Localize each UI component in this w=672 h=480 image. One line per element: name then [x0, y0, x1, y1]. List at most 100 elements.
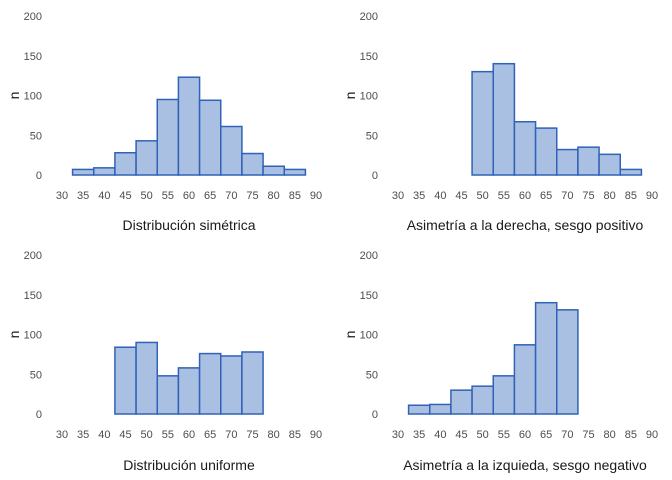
histogram-bar [114, 346, 137, 415]
x-tick-label: 75 [582, 429, 594, 441]
y-axis-label: n [342, 92, 358, 100]
histogram-bar [619, 168, 643, 176]
x-axis-title: Asimetría a la derecha, sesgo positivo [407, 217, 644, 233]
histogram-bar [513, 344, 537, 415]
histogram-bar [471, 385, 495, 415]
x-tick-label: 55 [498, 190, 510, 202]
x-tick-label: 30 [392, 429, 404, 441]
y-tick-label: 50 [30, 130, 42, 142]
x-tick-label: 35 [77, 190, 89, 202]
panel-left-skew: 0 50 100 150 200 30 35 40 45 50 55 60 65 70 75 80 85 90 n A… [342, 250, 658, 473]
x-tick-label: 90 [310, 429, 322, 441]
panel-symmetric: 0 50 100 150 200 30 35 40 45 50 55 60 65 70 75 80 85 90 n D… [6, 11, 322, 233]
histogram-bar [198, 99, 222, 176]
x-tick-label: 65 [204, 190, 216, 202]
histogram-bar [135, 341, 158, 415]
y-axis-label: n [342, 331, 358, 339]
x-tick-label: 75 [246, 429, 258, 441]
x-tick-label: 65 [204, 429, 216, 441]
x-tick-label: 35 [413, 429, 425, 441]
y-tick-label: 200 [360, 250, 378, 262]
x-tick-label: 60 [519, 190, 531, 202]
histogram-bar [241, 152, 264, 176]
x-tick-label: 50 [477, 190, 489, 202]
histogram-bar [220, 355, 243, 415]
histogram-bar [513, 120, 537, 176]
histogram-bar [198, 352, 222, 415]
x-tick-label: 80 [604, 190, 616, 202]
panel-right-skew: 0 50 100 150 200 30 35 40 45 50 55 60 65 70 75 80 85 90 n A… [342, 11, 658, 233]
histogram-bar [534, 301, 558, 415]
panel-uniform: 0 50 100 150 200 30 35 40 45 50 55 60 65 70 75 80 85 90 n D… [6, 250, 322, 473]
histogram-bar [492, 375, 516, 415]
histogram-bar [177, 76, 201, 176]
y-tick-label: 100 [360, 330, 378, 342]
x-tick-label: 80 [268, 190, 280, 202]
histogram-bar [283, 168, 307, 176]
histogram-bar [135, 140, 158, 176]
x-tick-label: 60 [183, 190, 195, 202]
x-tick-label: 50 [141, 190, 153, 202]
y-tick-label: 150 [24, 290, 42, 302]
histogram-bar [471, 70, 495, 176]
y-tick-label: 200 [24, 11, 42, 23]
histogram-bar [156, 98, 180, 176]
histogram-bar [156, 375, 180, 415]
x-tick-label: 35 [77, 429, 89, 441]
x-tick-label: 80 [604, 429, 616, 441]
y-tick-label: 0 [36, 170, 42, 182]
histogram-bar [177, 367, 201, 415]
y-tick-label: 0 [36, 409, 42, 421]
x-tick-label: 90 [310, 190, 322, 202]
y-tick-label: 50 [366, 369, 378, 381]
x-tick-label: 40 [434, 429, 446, 441]
x-axis-title: Asimetría a la izquieda, sesgo negativo [403, 457, 647, 473]
histogram-bar [577, 146, 600, 176]
histogram-bar [598, 153, 621, 176]
histogram-bar [556, 309, 579, 415]
histogram-bar [450, 389, 473, 415]
y-tick-label: 0 [372, 409, 378, 421]
x-tick-label: 45 [119, 429, 131, 441]
histogram-bar [114, 151, 137, 176]
x-axis-title: Distribución uniforme [123, 457, 255, 473]
x-tick-label: 40 [98, 190, 110, 202]
x-tick-label: 70 [225, 429, 237, 441]
x-tick-label: 65 [540, 429, 552, 441]
x-axis-title: Distribución simétrica [122, 217, 255, 233]
x-tick-label: 55 [162, 190, 174, 202]
x-tick-label: 55 [162, 429, 174, 441]
x-tick-label: 85 [625, 429, 637, 441]
y-tick-label: 100 [24, 330, 42, 342]
x-tick-label: 85 [289, 190, 301, 202]
x-tick-label: 40 [98, 429, 110, 441]
x-tick-label: 85 [289, 429, 301, 441]
x-tick-label: 65 [540, 190, 552, 202]
y-tick-label: 100 [360, 91, 378, 103]
x-tick-label: 50 [141, 429, 153, 441]
histogram-bar [556, 148, 579, 176]
x-tick-label: 60 [519, 429, 531, 441]
histogram-bar [93, 167, 116, 176]
x-tick-label: 40 [434, 190, 446, 202]
y-tick-label: 150 [24, 51, 42, 63]
x-tick-label: 90 [646, 429, 658, 441]
y-axis-label: n [6, 92, 22, 100]
x-tick-label: 70 [561, 429, 573, 441]
x-tick-label: 75 [246, 190, 258, 202]
x-tick-label: 50 [477, 429, 489, 441]
x-tick-label: 90 [646, 190, 658, 202]
y-tick-label: 150 [360, 290, 378, 302]
histogram-bar [492, 62, 516, 176]
x-tick-label: 75 [582, 190, 594, 202]
y-tick-label: 50 [30, 369, 42, 381]
y-tick-label: 150 [360, 51, 378, 63]
x-tick-label: 35 [413, 190, 425, 202]
x-tick-label: 70 [561, 190, 573, 202]
histogram-bar [241, 351, 264, 415]
x-tick-label: 80 [268, 429, 280, 441]
histogram-bar [407, 404, 431, 415]
x-tick-label: 30 [56, 429, 68, 441]
x-tick-label: 45 [455, 429, 467, 441]
